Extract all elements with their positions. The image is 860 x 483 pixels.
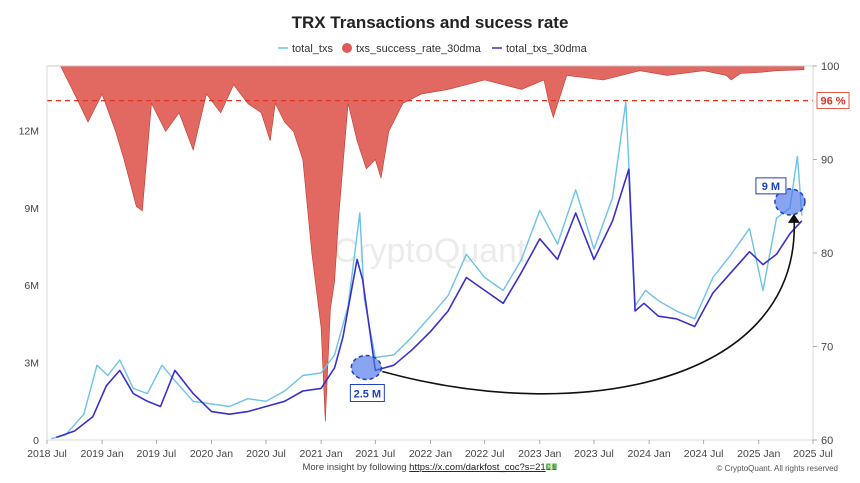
- annotation-label-box-low: [349, 384, 385, 403]
- legend-label-success-rate[interactable]: txs_success_rate_30dma: [356, 43, 482, 55]
- y-left-tick-label: 3M: [24, 358, 39, 370]
- y-left-tick-label: 12M: [19, 125, 39, 137]
- annotation-arrow-head: [787, 213, 800, 223]
- x-tick-label: 2025 Jul: [793, 448, 833, 460]
- plot-area: 96 % 2.5 M 9 M: [47, 65, 850, 440]
- x-tick-label: 2020 Jul: [246, 448, 286, 460]
- x-tick-label: 2024 Jul: [684, 448, 724, 460]
- y-right-tick-label: 100: [821, 61, 839, 73]
- y-left-tick-label: 6M: [24, 280, 39, 292]
- annotation-circle-high: [774, 188, 806, 216]
- x-tick-label: 2024 Jan: [628, 448, 671, 460]
- annotation-label-low: 2.5 M: [354, 389, 382, 401]
- annotation-arrow: [382, 215, 795, 395]
- x-axis: 2018 Jul 2019 Jan 2019 Jul 2020 Jan 2020 Jul…: [27, 440, 833, 460]
- x-tick-label: 2022 Jul: [465, 448, 505, 460]
- footer-link[interactable]: https://x.com/darkfost_coc?s=21: [409, 462, 546, 473]
- footer-text: More insight by following: [302, 462, 409, 473]
- money-emoji-icon: 💵: [546, 462, 558, 473]
- x-tick-label: 2025 Jan: [737, 448, 780, 460]
- footer-line: More insight by following https://x.com/…: [302, 462, 557, 473]
- series-area-success-rate: [47, 65, 805, 422]
- x-tick-label: 2019 Jul: [136, 448, 176, 460]
- annotation-label-high: 9 M: [762, 181, 780, 193]
- legend-label-total-txs-30dma[interactable]: total_txs_30dma: [506, 43, 588, 55]
- series-line-total-txs: [51, 101, 803, 440]
- y-axis-right: 60 70 80 90 100: [813, 61, 839, 447]
- x-tick-label: 2020 Jan: [190, 448, 233, 460]
- legend-label-total-txs[interactable]: total_txs: [292, 43, 333, 55]
- x-tick-label: 2023 Jul: [574, 448, 614, 460]
- y-left-tick-label: 0: [33, 435, 39, 447]
- y-right-tick-label: 90: [821, 155, 833, 167]
- x-tick-label: 2023 Jan: [518, 448, 561, 460]
- reference-label: 96 %: [820, 96, 845, 108]
- footer: More insight by following https://x.com/…: [302, 462, 838, 473]
- y-right-tick-label: 70: [821, 342, 833, 354]
- series-line-total-txs-30dma: [56, 168, 803, 439]
- chart-title: TRX Transactions and sucess rate: [292, 13, 569, 32]
- legend-marker-success-rate: [342, 43, 352, 53]
- annotation-label-box-high: [755, 177, 787, 195]
- annotation-circle-low: [350, 354, 383, 381]
- y-left-tick-label: 9M: [24, 203, 39, 215]
- y-axis-left: 0 3M 6M 9M 12M: [19, 125, 40, 447]
- copyright-text: © CryptoQuant. All rights reserved: [717, 464, 839, 473]
- x-tick-label: 2021 Jul: [355, 448, 395, 460]
- x-tick-label: 2021 Jan: [299, 448, 342, 460]
- x-tick-label: 2019 Jan: [81, 448, 124, 460]
- x-tick-label: 2018 Jul: [27, 448, 67, 460]
- y-right-tick-label: 60: [821, 435, 833, 447]
- reference-label-box: [816, 92, 850, 109]
- y-right-tick-label: 80: [821, 248, 833, 260]
- x-tick-label: 2022 Jan: [409, 448, 452, 460]
- watermark: CryptoQuant: [334, 232, 527, 270]
- legend: total_txs txs_success_rate_30dma total_t…: [278, 43, 588, 55]
